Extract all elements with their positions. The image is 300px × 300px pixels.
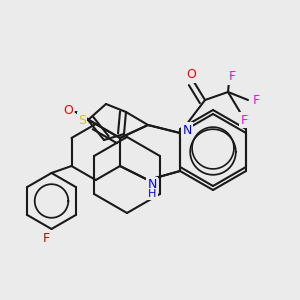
Text: N: N [182, 124, 192, 136]
Text: F: F [228, 70, 236, 83]
Text: S: S [78, 113, 86, 127]
Text: F: F [43, 232, 50, 245]
Text: O: O [186, 68, 196, 82]
Text: F: F [240, 113, 247, 127]
Text: N: N [147, 178, 157, 191]
Text: F: F [252, 94, 260, 106]
Text: O: O [63, 103, 73, 116]
Text: H: H [148, 189, 156, 199]
